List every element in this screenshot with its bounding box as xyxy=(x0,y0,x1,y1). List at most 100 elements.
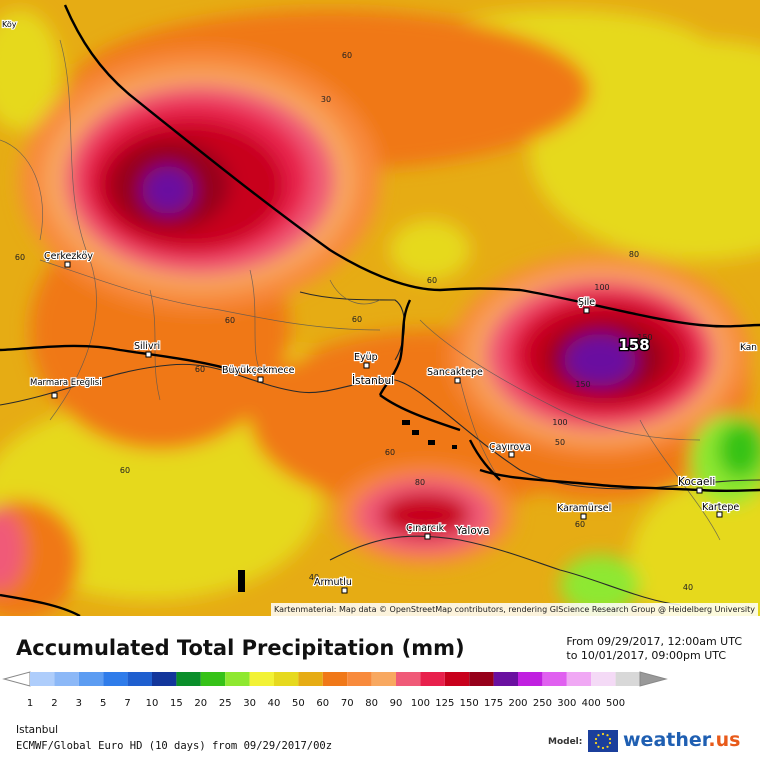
legend-swatch xyxy=(542,672,567,686)
city-label: Büyükçekmece xyxy=(222,365,295,376)
city-label: Yalova xyxy=(455,525,489,537)
legend-arrow-right xyxy=(639,671,668,687)
city-label: Sancaktepe xyxy=(427,367,483,378)
legend-swatch xyxy=(225,672,250,686)
legend-swatch xyxy=(322,672,348,686)
contour-label: 100 xyxy=(594,283,609,292)
province-borders xyxy=(0,4,760,616)
legend-tick-label: 90 xyxy=(390,698,403,709)
city-label: Karamürsel xyxy=(557,503,611,514)
legend-arrow-left xyxy=(2,671,31,687)
city-label: Kocaeli xyxy=(678,476,715,488)
legend-tick-label: 200 xyxy=(508,698,527,709)
legend-tick-label: 10 xyxy=(146,698,159,709)
eu-flag-icon xyxy=(588,730,618,752)
legend-swatch xyxy=(78,672,104,686)
legend-tick-label: 20 xyxy=(194,698,207,709)
city-labels: Çerkezköy Silivri Marmara Ereğlisi Büyük… xyxy=(1,19,758,589)
legend-swatch xyxy=(420,672,445,686)
legend-swatch xyxy=(103,672,128,686)
contour-label: 40 xyxy=(683,583,693,592)
legend-swatch xyxy=(200,672,226,686)
max-value-label: 158 xyxy=(618,336,649,354)
city-label: Silivri xyxy=(134,341,160,352)
legend-swatch xyxy=(54,672,79,686)
legend-tick-label: 30 xyxy=(243,698,256,709)
precipitation-map: 60 30 60 60 60 60 80 100 150 150 100 50 … xyxy=(0,0,760,616)
legend-swatch xyxy=(127,672,152,686)
legend-swatch xyxy=(152,672,177,686)
legend-swatch xyxy=(371,672,396,686)
contour-labels: 60 30 60 60 60 60 80 100 150 150 100 50 … xyxy=(15,51,693,592)
contour-label: 60 xyxy=(15,253,25,262)
legend-swatch xyxy=(396,672,421,686)
legend-tick-label: 500 xyxy=(606,698,625,709)
city-label: Köy xyxy=(2,20,17,29)
legend-tick-label: 25 xyxy=(219,698,232,709)
legend-tick-label: 1 xyxy=(27,698,33,709)
model-run-info: ECMWF/Global Euro HD (10 days) from 09/2… xyxy=(16,740,333,752)
contour-label: 150 xyxy=(575,380,590,389)
legend-swatch xyxy=(298,672,323,686)
legend-tick-label: 3 xyxy=(76,698,82,709)
contour-label: 60 xyxy=(120,466,130,475)
contour-label: 80 xyxy=(415,478,425,487)
city-label: Kartepe xyxy=(702,502,739,513)
legend-swatch xyxy=(469,672,494,686)
city-label: İstanbul xyxy=(352,374,394,387)
legend-swatch xyxy=(518,672,543,686)
contour-label: 60 xyxy=(427,276,437,285)
legend-tick-label: 60 xyxy=(316,698,329,709)
legend-tick-label: 40 xyxy=(268,698,281,709)
legend-tick-label: 50 xyxy=(292,698,305,709)
legend-tick-label: 125 xyxy=(435,698,454,709)
legend-tick-label: 70 xyxy=(341,698,354,709)
legend-tick-label: 175 xyxy=(484,698,503,709)
city-label: Çınarcık xyxy=(406,523,445,534)
location-label: Istanbul xyxy=(16,724,59,736)
contour-label: 40 xyxy=(309,573,319,582)
islands xyxy=(238,420,457,592)
precip-field xyxy=(0,10,760,616)
legend-tick-label: 100 xyxy=(411,698,430,709)
time-from: From 09/29/2017, 12:00am UTC xyxy=(566,635,742,648)
contour-label: 150 xyxy=(637,333,652,342)
time-range: From 09/29/2017, 12:00am UTC to 10/01/20… xyxy=(566,635,742,663)
legend-tick-label: 250 xyxy=(533,698,552,709)
city-label: Marmara Ereğlisi xyxy=(30,378,102,388)
chart-title: Accumulated Total Precipitation (mm) xyxy=(16,636,465,660)
contour-label: 60 xyxy=(225,316,235,325)
contour-label: 80 xyxy=(629,250,639,259)
map-attribution[interactable]: Kartenmaterial: Map data © OpenStreetMap… xyxy=(270,603,758,616)
legend-swatch xyxy=(566,672,592,686)
city-label: Çerkezköy xyxy=(44,251,93,262)
brand-name: weather xyxy=(623,729,709,751)
city-label: Armutlu xyxy=(314,577,352,588)
contour-label: 30 xyxy=(321,95,331,104)
legend-swatch xyxy=(591,672,616,686)
legend-tick-label: 150 xyxy=(460,698,479,709)
weather-us-logo[interactable]: weather.us xyxy=(623,729,740,751)
legend-swatch xyxy=(615,672,640,686)
legend-tick-label: 2 xyxy=(51,698,57,709)
legend-swatch xyxy=(249,672,274,686)
city-label: Eyüp xyxy=(354,352,378,363)
model-label: Model: xyxy=(548,737,583,747)
legend-tick-label: 5 xyxy=(100,698,106,709)
city-markers xyxy=(51,261,723,594)
map-canvas: 60 30 60 60 60 60 80 100 150 150 100 50 … xyxy=(0,0,760,616)
brand-suffix: .us xyxy=(708,729,741,751)
legend-swatch xyxy=(347,672,372,686)
contour-label: 100 xyxy=(552,418,567,427)
contour-label: 60 xyxy=(575,520,585,529)
contour-label: 60 xyxy=(195,365,205,374)
time-to: to 10/01/2017, 09:00pm UTC xyxy=(566,649,727,662)
legend-tick-label: 15 xyxy=(170,698,183,709)
legend-swatch xyxy=(493,672,518,686)
city-label: Çayırova xyxy=(489,442,531,453)
color-legend: 1 2 3 5 7 10 15 20 25 30 40 50 60 70 80 90 100 125 150 175 2… xyxy=(2,671,668,709)
legend-tick-label: 80 xyxy=(365,698,378,709)
legend-swatch xyxy=(274,672,299,686)
legend-tick-label: 7 xyxy=(124,698,130,709)
contour-label: 60 xyxy=(385,448,395,457)
